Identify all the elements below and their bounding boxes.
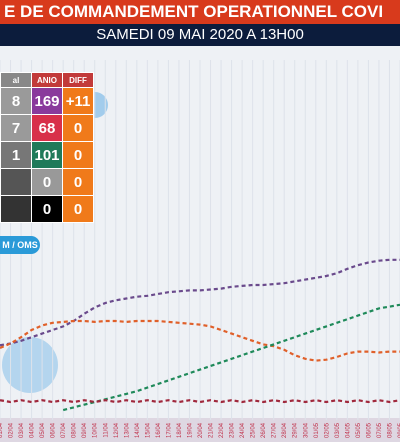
x-tick-label: 26/04 [261, 422, 267, 438]
x-tick-label: 06/05 [366, 422, 372, 438]
source-button[interactable]: M / OMS [0, 236, 40, 254]
table-cell: 8 [0, 87, 32, 115]
table-cell: 7 [0, 114, 32, 142]
table-cell: ANIO [31, 72, 63, 88]
table-row: 8 169 +11 [0, 87, 94, 115]
x-tick-label: 05/04 [40, 422, 46, 438]
table-cell: 0 [31, 195, 63, 223]
table-row: 1 101 0 [0, 141, 94, 169]
x-tick-label: 29/04 [293, 422, 299, 438]
x-tick-label: 04/04 [30, 422, 36, 438]
x-tick-label: 23/04 [230, 422, 236, 438]
x-tick-label: 13/04 [124, 422, 130, 438]
title: E DE COMMANDEMENT OPERATIONNEL COVI [0, 0, 400, 24]
x-tick-label: 21/04 [209, 422, 215, 438]
table-cell: 0 [31, 168, 63, 196]
table-cell: 1 [0, 141, 32, 169]
x-tick-label: 03/05 [335, 422, 341, 438]
table-row: 7 68 0 [0, 114, 94, 142]
x-tick-label: 19/04 [187, 422, 193, 438]
x-tick-label: 15/04 [145, 422, 151, 438]
x-tick-label: 18/04 [177, 422, 183, 438]
x-tick-label: 11/04 [103, 422, 109, 437]
summary-table: al ANIO DIFF 8 169 +11 7 68 0 1 101 0 0 0 0 0 [0, 72, 94, 223]
table-cell: 101 [31, 141, 63, 169]
x-tick-label: 30/04 [303, 422, 309, 438]
x-axis-band [0, 418, 400, 442]
x-tick-label: 08/05 [387, 422, 393, 438]
table-cell: 0 [62, 195, 94, 223]
x-tick-label: 01/05 [314, 422, 320, 438]
table-cell: al [0, 72, 32, 88]
x-tick-label: 20/04 [198, 422, 204, 438]
x-tick-label: 14/04 [135, 422, 141, 438]
x-tick-label: 04/05 [345, 422, 351, 438]
x-tick-label: 01/04 [0, 422, 4, 438]
x-tick-label: 25/04 [251, 422, 257, 438]
x-tick-label: 27/04 [272, 422, 278, 438]
x-tick-label: 12/04 [114, 422, 120, 438]
table-cell [0, 195, 32, 223]
x-tick-label: 16/04 [156, 422, 162, 438]
x-tick-label: 10/04 [93, 422, 99, 438]
x-tick-label: 09/04 [82, 422, 88, 438]
x-tick-label: 17/04 [166, 422, 172, 438]
x-tick-label: 02/04 [9, 422, 15, 438]
table-row: al ANIO DIFF [0, 72, 94, 88]
x-tick-label: 02/05 [324, 422, 330, 438]
subtitle: SAMEDI 09 MAI 2020 A 13H00 [96, 26, 304, 43]
x-tick-label: 22/04 [219, 422, 225, 438]
table-cell: 0 [62, 114, 94, 142]
x-tick-label: 03/04 [19, 422, 25, 438]
series-line [62, 303, 400, 412]
x-tick-label: 24/04 [240, 422, 246, 438]
table-cell: 0 [62, 168, 94, 196]
series-line [0, 399, 400, 404]
series-line [0, 319, 400, 362]
table-cell: 169 [31, 87, 63, 115]
table-cell: DIFF [62, 72, 94, 88]
series-line [0, 258, 400, 347]
table-cell: +11 [62, 87, 94, 115]
table-cell: 0 [62, 141, 94, 169]
x-tick-label: 28/04 [282, 422, 288, 438]
x-tick-label: 07/04 [61, 422, 67, 438]
table-cell: 68 [31, 114, 63, 142]
x-tick-label: 06/04 [51, 422, 57, 438]
x-tick-label: 08/04 [72, 422, 78, 438]
table-cell [0, 168, 32, 196]
x-tick-label: 05/05 [356, 422, 362, 438]
virus-icon [2, 337, 58, 393]
x-tick-label: 07/05 [377, 422, 383, 438]
x-tick-label: 09/05 [398, 422, 400, 438]
